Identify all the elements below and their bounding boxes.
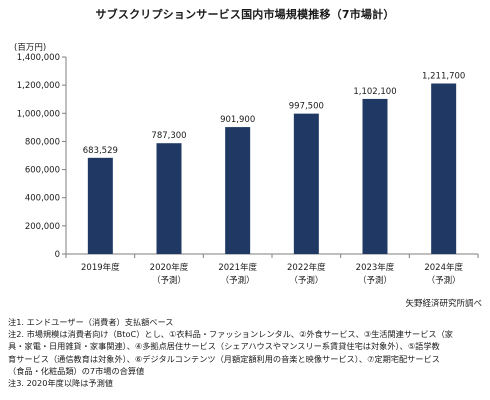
x-tick-label: 2024年度 xyxy=(424,262,463,273)
bar-value-label: 997,500 xyxy=(289,102,324,112)
x-tick-label: 2021年度 xyxy=(218,262,257,273)
y-tick-label: 1,000,000 xyxy=(17,109,60,119)
x-tick-label: 2019年度 xyxy=(81,262,120,273)
y-tick-label: 400,000 xyxy=(25,194,60,204)
x-tick-label: 2022年度 xyxy=(287,262,326,273)
x-tick-sublabel: （予測） xyxy=(427,275,461,286)
footnote-1: 注1. エンドユーザー（消費者）支払額ベース xyxy=(8,317,174,327)
y-tick-label: 200,000 xyxy=(25,222,60,232)
footnote-2-line-2: 具・家電・日用雑貨・家事関連）、④多拠点居住サービス（シェアハウスやマンスリー系… xyxy=(8,341,440,352)
bar xyxy=(362,98,388,254)
footnote-2-line-1: 注2. 市場規模は消費者向け（BtoC）とし、①衣料品・ファッションレンタル、②… xyxy=(8,329,453,340)
bar xyxy=(87,157,113,254)
x-tick-sublabel: （予測） xyxy=(221,275,255,286)
footnote-3: 注3. 2020年度以降は予測値 xyxy=(8,378,113,389)
bar-value-label: 683,529 xyxy=(83,146,118,156)
bar xyxy=(156,143,182,254)
x-tick-label: 2020年度 xyxy=(150,262,189,273)
bar xyxy=(431,83,457,255)
footnotes: 注1. エンドユーザー（消費者）支払額ベース 注2. 市場規模は消費者向け（Bt… xyxy=(8,316,482,389)
y-axis-unit-label: (百万円) xyxy=(14,43,46,53)
x-tick-sublabel: （予測） xyxy=(289,275,323,286)
bar-value-label: 1,102,100 xyxy=(353,87,396,97)
y-tick-label: 600,000 xyxy=(25,166,60,176)
bar-chart: (百万円) 0 200,000 400,000 600,000 800,000 1,000,… xyxy=(14,43,482,309)
y-tick-label: 800,000 xyxy=(25,137,60,147)
bar xyxy=(225,127,251,254)
x-tick-sublabel: （予測） xyxy=(152,275,186,286)
bar-value-label: 901,900 xyxy=(220,115,255,125)
footnote-2-line-4: （食品・化粧品類）の7市場の合算値 xyxy=(8,365,145,376)
x-tick-sublabel: （予測） xyxy=(358,275,392,286)
y-tick-label: 1,400,000 xyxy=(17,53,60,63)
y-tick-label: 0 xyxy=(55,250,60,260)
source-label: 矢野経済研究所調べ xyxy=(405,298,482,309)
y-tick-label: 1,200,000 xyxy=(17,81,60,91)
chart-title: サブスクリプションサービス国内市場規模推移（7市場計） xyxy=(95,8,395,21)
bar-value-label: 787,300 xyxy=(151,131,186,141)
bar-value-label: 1,211,700 xyxy=(422,71,465,81)
footnote-2-line-3: 育サービス（通信教育は対象外）、⑥デジタルコンテンツ（月額定額利用の音楽と映像サ… xyxy=(8,353,440,364)
bar xyxy=(293,113,319,254)
x-tick-label: 2023年度 xyxy=(356,262,395,273)
